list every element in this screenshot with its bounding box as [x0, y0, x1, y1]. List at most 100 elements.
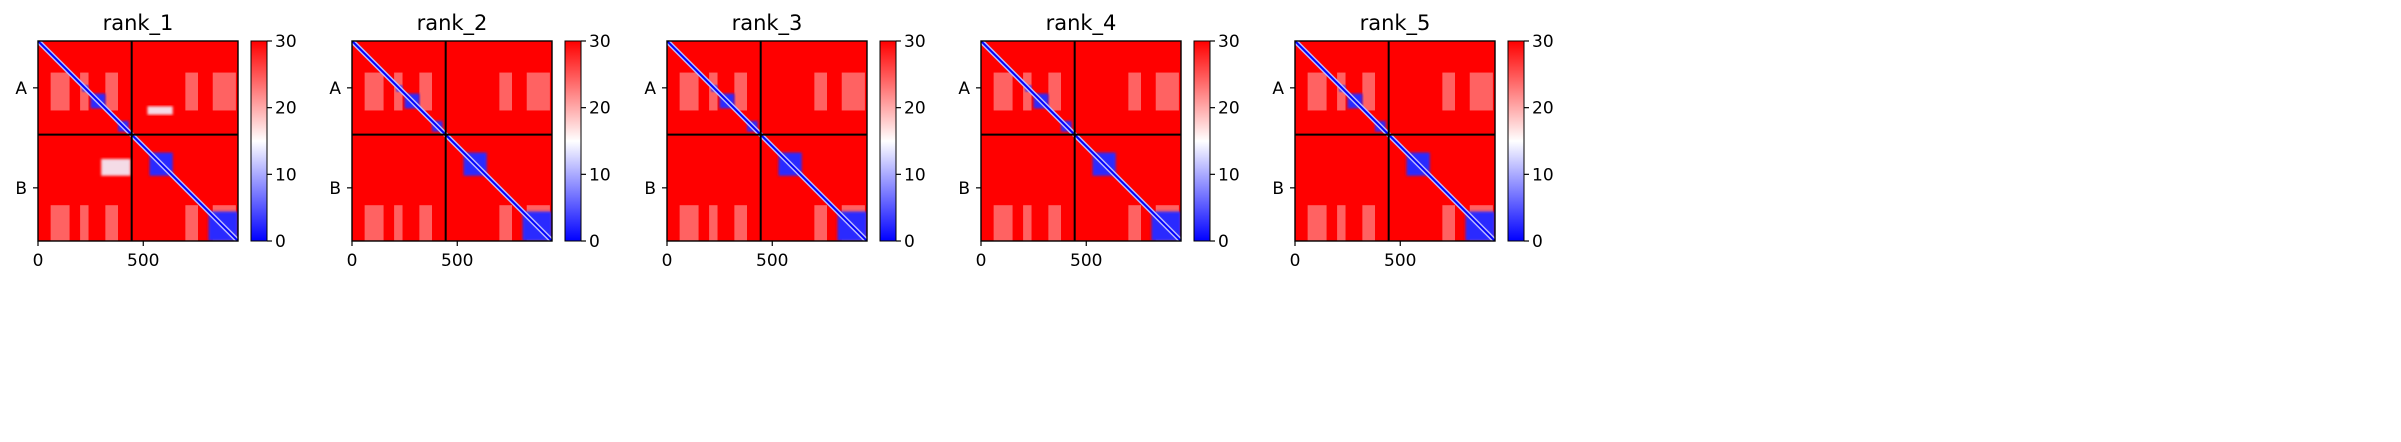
diagonal-line	[1295, 41, 1495, 241]
colorbar-tick-label: 30	[589, 32, 611, 52]
heatmap-band	[1442, 72, 1455, 111]
colorbar-tick-label: 20	[1532, 99, 1554, 119]
colorbar-tick-label: 30	[1218, 32, 1240, 52]
colorbar-tick-label: 30	[1532, 32, 1554, 52]
axes-frame	[1294, 40, 1496, 242]
heatmap-band	[1023, 72, 1032, 111]
x-tick-label: 500	[441, 251, 473, 271]
chain-label: A	[329, 79, 341, 99]
colorbar-tick-label: 20	[904, 99, 926, 119]
heatmap-band	[1307, 205, 1327, 241]
heatmap-band	[1337, 72, 1346, 111]
heatmap-band	[1128, 72, 1141, 111]
heatmap-band	[1469, 72, 1493, 111]
heatmap	[1295, 41, 1495, 241]
heatmap-band	[80, 72, 89, 111]
diagonal-line	[981, 41, 1181, 241]
heatmap-band	[1307, 72, 1327, 111]
chain-label: B	[329, 179, 341, 199]
colorbar-tick-label: 20	[275, 99, 297, 119]
heatmap-band	[212, 72, 236, 111]
x-tick-label: 0	[347, 251, 358, 271]
chain-label: B	[1272, 179, 1284, 199]
colorbar-tick-label: 0	[589, 232, 600, 252]
heatmap-band	[709, 205, 718, 241]
panel-title: rank_5	[1360, 11, 1431, 36]
colorbar	[1193, 40, 1211, 242]
heatmap-band	[105, 72, 118, 111]
heatmap-band	[1128, 205, 1141, 241]
colorbar-tick-label: 10	[275, 165, 297, 185]
heatmap-band	[50, 205, 70, 241]
diagonal-line	[667, 41, 867, 241]
heatmap-band	[814, 205, 827, 241]
heatmap-band	[1023, 205, 1032, 241]
heatmap-band	[1362, 72, 1375, 111]
panel-title: rank_4	[1046, 11, 1117, 36]
chain-label: B	[644, 179, 656, 199]
inter-chain-contact	[101, 158, 131, 176]
pae-panel-2: rank_2 A B 0 500 0 10 20 30	[329, 11, 610, 271]
colorbar-tick-label: 10	[904, 165, 926, 185]
pae-panel-3: rank_3 A B 0 500 0 10 20 30	[644, 11, 925, 271]
colorbar-tick-label: 0	[1218, 232, 1229, 252]
heatmap-band	[841, 72, 865, 111]
pae-panel-5: rank_5 A B 0 500 0 10 20 30	[1272, 11, 1553, 271]
colorbar	[879, 40, 897, 242]
chain-label: A	[644, 79, 656, 99]
chain-label: B	[15, 179, 27, 199]
chain-label: B	[958, 179, 970, 199]
heatmap-band	[499, 205, 512, 241]
heatmap-band	[1048, 72, 1061, 111]
heatmap-band	[185, 205, 198, 241]
heatmap-band	[419, 205, 432, 241]
heatmap-band	[734, 205, 747, 241]
heatmap-band	[364, 205, 384, 241]
heatmap-band	[364, 72, 384, 111]
x-tick-label: 0	[976, 251, 987, 271]
colorbar	[1507, 40, 1525, 242]
colorbar-tick-label: 30	[904, 32, 926, 52]
colorbar-tick-label: 20	[1218, 99, 1240, 119]
colorbar-tick-label: 20	[589, 99, 611, 119]
pae-panel-1: rank_1 A B 0 500 0 10 20 30	[15, 11, 296, 271]
colorbar	[250, 40, 268, 242]
heatmap	[667, 41, 867, 241]
x-tick-label: 0	[662, 251, 673, 271]
chain-label: A	[15, 79, 27, 99]
x-tick-label: 500	[127, 251, 159, 271]
heatmap-band	[105, 205, 118, 241]
panel-title: rank_2	[417, 11, 488, 36]
heatmap-band	[679, 205, 699, 241]
x-tick-label: 0	[1290, 251, 1301, 271]
heatmap-band	[1155, 72, 1179, 111]
colorbar-tick-label: 0	[1532, 232, 1543, 252]
heatmap-band	[80, 205, 89, 241]
heatmap-band	[993, 205, 1013, 241]
colorbar-tick-label: 0	[275, 232, 286, 252]
heatmap-band	[394, 205, 403, 241]
colorbar-tick-label: 10	[1218, 165, 1240, 185]
heatmap-band	[709, 72, 718, 111]
axes-frame	[980, 40, 1182, 242]
colorbar-tick-label: 0	[904, 232, 915, 252]
axes-frame	[666, 40, 868, 242]
panel-title: rank_1	[103, 11, 174, 36]
heatmap-band	[394, 72, 403, 111]
heatmap-band	[814, 72, 827, 111]
heatmap	[352, 41, 552, 241]
colorbar-tick-label: 30	[275, 32, 297, 52]
chain-label: A	[958, 79, 970, 99]
x-tick-label: 500	[756, 251, 788, 271]
inter-chain-contact	[147, 106, 173, 115]
axes-frame	[37, 40, 239, 242]
heatmap-band	[1048, 205, 1061, 241]
x-tick-label: 500	[1384, 251, 1416, 271]
colorbar-tick-label: 10	[1532, 165, 1554, 185]
heatmap-band	[734, 72, 747, 111]
heatmap-band	[499, 72, 512, 111]
pae-panel-4: rank_4 A B 0 500 0 10 20 30	[958, 11, 1239, 271]
colorbar-tick-label: 10	[589, 165, 611, 185]
